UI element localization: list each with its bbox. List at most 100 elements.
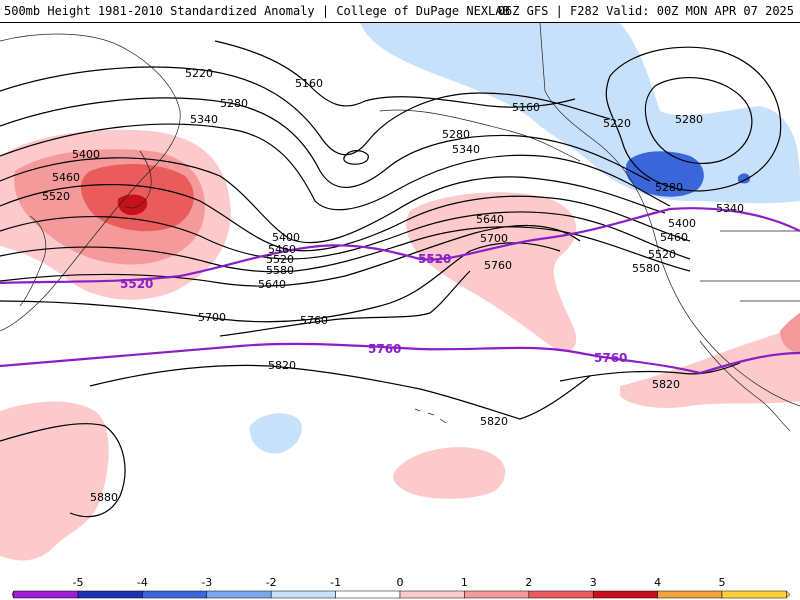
colorbar-tick-label: -3 — [201, 576, 212, 589]
contour-label-layer: 5220 5160 5280 5340 5400 5460 5520 5160 … — [42, 67, 744, 504]
label-5520-w: 5520 — [42, 190, 70, 203]
label-5460-mid: 5460 — [268, 243, 296, 256]
height-contours — [0, 40, 782, 518]
map-title: 500mb Height 1981-2010 Standardized Anom… — [4, 4, 510, 18]
colorbar-tick-label: -4 — [137, 576, 148, 589]
coastline-gulf — [700, 230, 800, 302]
colorbar-segment — [592, 590, 658, 599]
colorbar-segment — [270, 590, 336, 599]
colorbar-tick-label: 3 — [590, 576, 597, 589]
coastline-kamchatka — [124, 150, 152, 209]
anomaly-dot-north — [738, 173, 750, 184]
contour-5520 — [0, 211, 691, 260]
climo-5760-line — [0, 342, 800, 375]
anomaly-map: 5220 5160 5280 5340 5400 5460 5520 5160 … — [0, 22, 800, 577]
colorbar-tick-label: 0 — [397, 576, 404, 589]
contour-east-inner — [644, 76, 753, 164]
coastline-baja — [699, 340, 791, 432]
label-5520-e: 5520 — [648, 248, 676, 261]
label-5760-w: 5760 — [300, 314, 328, 327]
anomaly-blob-north-neg-mod — [625, 151, 704, 197]
contour-5160 — [214, 40, 576, 108]
contour-small-low — [343, 150, 369, 165]
colorbar-segment — [464, 590, 530, 599]
label-5460-w: 5460 — [52, 171, 80, 184]
colorbar-svg: -5 -4 -3 -2 -1 0 1 2 3 4 5 — [11, 576, 791, 599]
label-5880-sw: 5880 — [90, 491, 118, 504]
colorbar-segment — [13, 590, 79, 599]
label-5760-c: 5760 — [484, 259, 512, 272]
contour-5700 — [0, 242, 561, 323]
colorbar-segment — [142, 590, 208, 599]
colorbar-tick-label: 5 — [719, 576, 726, 589]
colorbar-tick-label: 2 — [525, 576, 532, 589]
label-5340-c: 5340 — [452, 143, 480, 156]
colorbar-segment — [528, 590, 594, 599]
contour-5220 — [0, 66, 611, 156]
label-5220-w: 5220 — [185, 67, 213, 80]
coastline-northamerica — [539, 23, 800, 407]
colorbar-segment — [206, 590, 272, 599]
contour-5880 — [0, 423, 126, 518]
contour-5400 — [0, 157, 666, 244]
contour-5640 — [0, 224, 581, 287]
anomaly-blob-south-central — [393, 447, 506, 499]
colorbar-segment — [77, 590, 143, 599]
label-5820-c: 5820 — [480, 415, 508, 428]
contour-5760 — [219, 270, 471, 337]
anomaly-blob-south-neg — [249, 413, 302, 454]
colorbar: -5 -4 -3 -2 -1 0 1 2 3 4 5 — [0, 575, 800, 600]
positive-anomaly-shading — [0, 129, 800, 561]
label-5520-mid: 5520 — [266, 253, 294, 266]
label-5280-e: 5280 — [655, 181, 683, 194]
label-5820-w: 5820 — [268, 359, 296, 372]
climo-label-5760-e: 5760 — [594, 351, 627, 365]
label-5280-c: 5280 — [442, 128, 470, 141]
label-5580-e: 5580 — [632, 262, 660, 275]
label-5640-c: 5640 — [476, 213, 504, 226]
header: 500mb Height 1981-2010 Standardized Anom… — [0, 0, 800, 22]
label-5160-c: 5160 — [512, 101, 540, 114]
coastline-asia — [0, 33, 181, 332]
colorbar-tick-label: 4 — [654, 576, 661, 589]
colorbar-segment — [721, 590, 787, 599]
label-5280-ne: 5280 — [675, 113, 703, 126]
anomaly-blob-southeast — [620, 326, 800, 408]
climo-label-5520-w: 5520 — [120, 277, 153, 291]
label-5160-w: 5160 — [295, 77, 323, 90]
label-5700-w: 5700 — [198, 311, 226, 324]
colorbar-tick-label: -2 — [266, 576, 277, 589]
colorbar-segment — [335, 590, 401, 599]
contour-5820 — [89, 364, 591, 420]
climo-contours — [0, 207, 800, 375]
anomaly-blob-north-neg — [360, 23, 800, 204]
label-5280-w: 5280 — [220, 97, 248, 110]
colorbar-tick-label: 1 — [461, 576, 468, 589]
colorbar-arrow-right — [786, 590, 791, 599]
label-5640-mid: 5640 — [258, 278, 286, 291]
contour-5340 — [0, 123, 671, 211]
model-valid-time: 06Z GFS | F282 Valid: 00Z MON APR 07 202… — [497, 4, 794, 18]
anomaly-blob-east-edge — [780, 313, 800, 353]
label-5400-e: 5400 — [668, 217, 696, 230]
colorbar-tick-label: -5 — [73, 576, 84, 589]
label-5400-mid: 5400 — [272, 231, 300, 244]
coastline-japan — [19, 215, 47, 307]
label-5220-ne: 5220 — [603, 117, 631, 130]
negative-anomaly-shading — [249, 23, 800, 454]
colorbar-segment — [399, 590, 465, 599]
colorbar-segment — [657, 590, 723, 599]
climo-label-layer: 5520 5520 5760 5760 — [120, 252, 627, 365]
contour-east-lows — [605, 46, 782, 192]
anomaly-blob-west-max — [117, 194, 148, 216]
coastline-hawaii — [414, 408, 447, 424]
climo-label-5760-c: 5760 — [368, 342, 401, 356]
label-5400-w: 5400 — [72, 148, 100, 161]
coastlines — [0, 23, 800, 432]
label-5340-e: 5340 — [716, 202, 744, 215]
label-5820-e: 5820 — [652, 378, 680, 391]
label-5340-w: 5340 — [190, 113, 218, 126]
contour-5280 — [0, 97, 651, 188]
anomaly-blob-southwest — [0, 401, 109, 561]
